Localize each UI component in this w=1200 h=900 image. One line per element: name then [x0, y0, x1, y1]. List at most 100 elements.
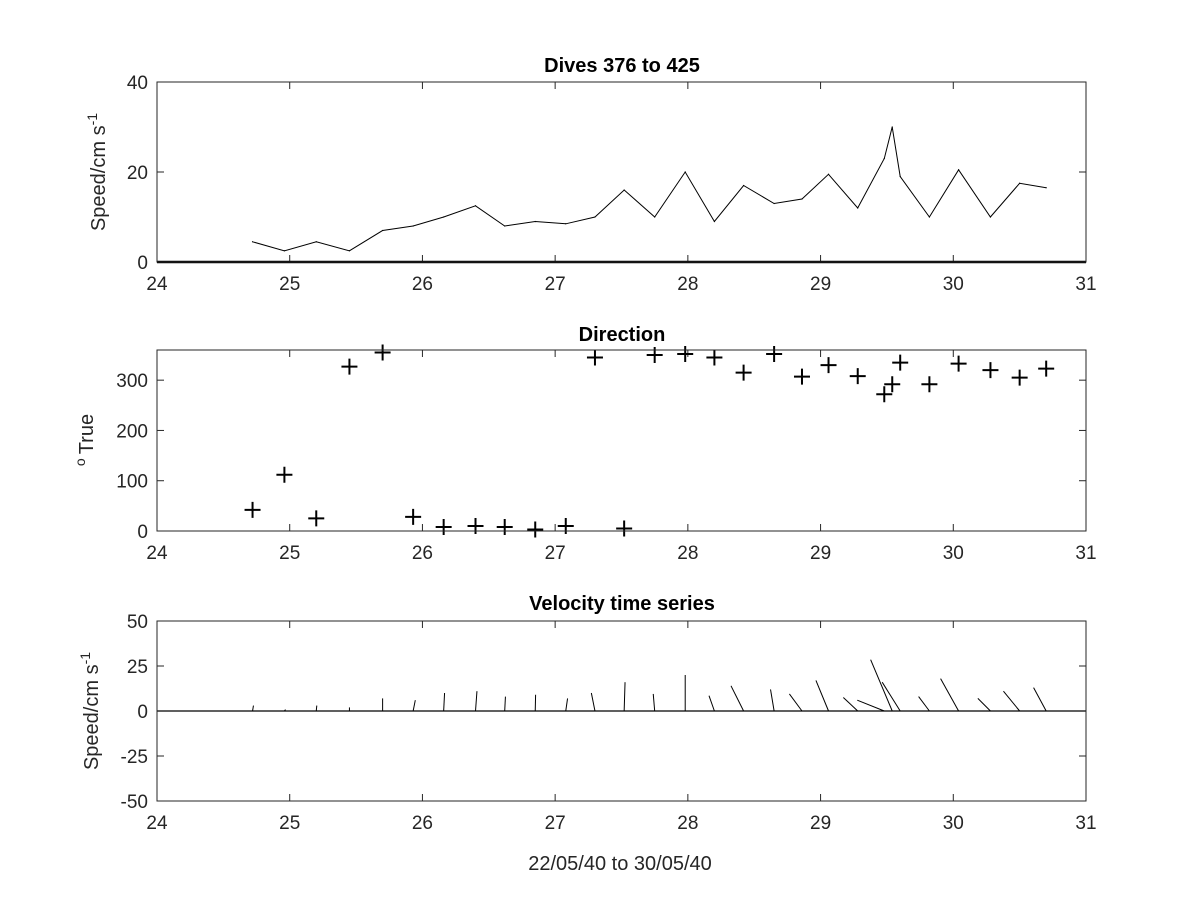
speed-panel-frame: [156, 81, 1087, 263]
speed-panel-ylabel: Speed/cm s-1: [84, 113, 110, 231]
direction-point: [950, 355, 967, 372]
speed-point: [315, 241, 317, 243]
velocity-panel-xlabel: 22/05/40 to 30/05/40: [528, 853, 712, 875]
velocity-stick: [977, 698, 991, 712]
direction-panel: Direction 24 25 26 27 28 29 30 31 0 100 200 300 o Tr…: [72, 324, 1097, 564]
velocity-stick: [284, 709, 286, 712]
velocity-panel-ylabel-base: Speed/cm s: [81, 664, 103, 770]
velocity-stick: [623, 682, 626, 712]
x-tick-label: 25: [279, 543, 300, 564]
direction-point: [308, 510, 325, 527]
speed-point: [928, 216, 930, 218]
direction-point: [276, 466, 293, 483]
direction-point: [706, 349, 723, 366]
x-tick-label: 24: [146, 274, 168, 295]
speed-point: [713, 220, 716, 223]
direction-point: [405, 508, 422, 525]
direction-panel-marks: [244, 344, 1055, 538]
y-tick-label: 0: [137, 702, 148, 723]
velocity-panel-ylabel-sup: -1: [77, 652, 93, 665]
x-tick-label: 29: [810, 813, 831, 834]
direction-panel-ylabel-pre: o: [72, 458, 88, 466]
velocity-stick: [652, 693, 656, 712]
y-tick-label: 0: [137, 253, 148, 274]
speed-point: [827, 173, 830, 175]
velocity-panel-frame: [156, 620, 1087, 802]
velocity-stick: [940, 678, 960, 712]
direction-point: [527, 521, 544, 538]
x-tick-label: 29: [810, 274, 831, 295]
y-tick-label: 20: [127, 163, 148, 184]
direction-point: [244, 501, 261, 518]
direction-point: [374, 344, 391, 361]
direction-point: [793, 368, 810, 385]
velocity-stick: [881, 681, 901, 712]
speed-point: [565, 223, 567, 225]
y-tick-label: -50: [121, 792, 148, 813]
direction-point: [435, 518, 452, 535]
speed-point: [348, 250, 351, 252]
x-tick-label: 26: [412, 274, 433, 295]
speed-point: [412, 225, 414, 227]
velocity-stick: [252, 705, 254, 712]
velocity-stick: [842, 697, 859, 712]
velocity-stick: [788, 693, 803, 712]
x-tick-label: 31: [1075, 274, 1096, 295]
speed-panel-ylabel-sup: -1: [84, 113, 100, 126]
direction-panel-ylabel-base: True: [76, 414, 98, 454]
speed-point: [883, 157, 885, 160]
velocity-stick: [504, 696, 506, 712]
x-tick-label: 25: [279, 813, 300, 834]
speed-point: [801, 198, 803, 200]
velocity-stick: [730, 685, 745, 712]
x-tick-label: 30: [943, 543, 964, 564]
speed-point: [474, 205, 477, 207]
y-tick-label: 40: [127, 73, 148, 94]
speed-panel-ticks: 24 25 26 27 28 29 30 31 0 20 40: [127, 73, 1097, 295]
direction-point: [341, 358, 358, 375]
x-tick-label: 30: [943, 813, 964, 834]
speed-point: [1019, 182, 1021, 184]
y-tick-label: 50: [127, 612, 148, 633]
x-tick-label: 26: [412, 543, 433, 564]
speed-panel-ylabel-base: Speed/cm s: [88, 125, 110, 231]
velocity-stick: [770, 689, 775, 712]
speed-point: [283, 250, 286, 252]
speed-panel-title: Dives 376 to 425: [544, 55, 700, 77]
velocity-stick: [565, 698, 569, 712]
speed-point: [989, 216, 992, 218]
speed-point: [443, 216, 445, 218]
velocity-stick: [475, 691, 478, 712]
direction-panel-ylabel: o True: [72, 414, 98, 466]
x-tick-label: 27: [545, 543, 566, 564]
velocity-stick: [443, 692, 446, 712]
direction-point: [982, 362, 999, 379]
speed-point: [891, 126, 893, 128]
y-tick-label: 25: [127, 657, 148, 678]
speed-point: [684, 171, 686, 173]
velocity-panel-ticks: 24 25 26 27 28 29 30 31 -50 -25 0 25 50: [121, 612, 1097, 834]
velocity-stick: [870, 659, 893, 712]
x-tick-label: 26: [412, 813, 433, 834]
direction-point: [876, 386, 893, 403]
direction-point: [1038, 360, 1055, 377]
direction-point: [616, 520, 633, 537]
x-tick-label: 29: [810, 543, 831, 564]
direction-point: [884, 376, 901, 393]
speed-point: [504, 225, 506, 227]
direction-panel-frame: [156, 349, 1087, 532]
velocity-stick: [857, 699, 885, 712]
x-tick-label: 24: [146, 813, 168, 834]
velocity-stick: [412, 700, 416, 712]
direction-point: [921, 376, 938, 393]
direction-point: [496, 518, 513, 535]
velocity-stick: [315, 705, 318, 712]
velocity-panel-title: Velocity time series: [529, 593, 715, 615]
y-tick-label: 200: [116, 421, 148, 442]
x-tick-label: 25: [279, 274, 300, 295]
speed-point: [623, 189, 625, 191]
x-tick-label: 28: [677, 274, 698, 295]
velocity-stick: [1033, 687, 1047, 712]
